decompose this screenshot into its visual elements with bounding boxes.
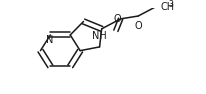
Text: NH: NH bbox=[92, 31, 107, 41]
Text: CH: CH bbox=[160, 2, 174, 12]
Text: N: N bbox=[46, 35, 53, 45]
Text: O: O bbox=[112, 14, 120, 24]
Text: O: O bbox=[134, 21, 141, 31]
Text: 3: 3 bbox=[168, 0, 173, 9]
